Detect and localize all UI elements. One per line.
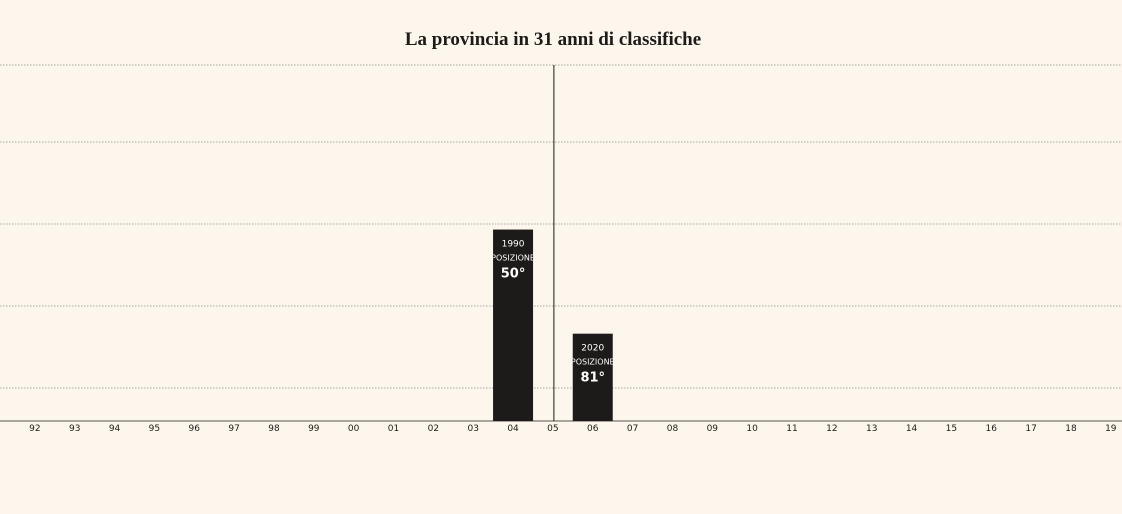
x-tick-label: 91 — [0, 424, 1, 434]
bar-group: 2020 POSIZIONE 81° — [571, 333, 615, 421]
x-tick-label: 18 — [1065, 424, 1077, 434]
x-tick-label: 08 — [667, 424, 679, 434]
x-tick-label: 93 — [69, 424, 80, 434]
bar-sub-label: POSIZIONE — [491, 254, 535, 263]
x-tick-label: 07 — [627, 424, 638, 434]
x-tick-label: 10 — [746, 424, 758, 434]
x-tick-label: 95 — [149, 424, 160, 434]
x-tick-label: 01 — [388, 424, 399, 434]
x-tick-label: 97 — [228, 424, 239, 434]
bar-group: 1990 POSIZIONE 50° — [491, 229, 535, 421]
x-tick-label: 94 — [109, 424, 121, 434]
x-tick-label: 03 — [467, 424, 478, 434]
bar-rank-label: 50° — [501, 267, 526, 282]
bar-rank-label: 81° — [580, 371, 605, 386]
x-tick-label: 00 — [348, 424, 360, 434]
chart-title: La provincia in 31 anni di classifiche — [404, 29, 702, 50]
x-tick-label: 92 — [29, 424, 40, 434]
bars: 1990 POSIZIONE 50° 2020 POSIZIONE 81° — [491, 229, 615, 421]
bar — [572, 333, 613, 421]
bar-year-label: 2020 — [581, 344, 604, 354]
grid-lines — [0, 64, 1122, 421]
x-tick-label: 14 — [906, 424, 918, 434]
x-tick-label: 96 — [189, 424, 201, 434]
x-tick-label: 98 — [268, 424, 280, 434]
x-tick-label: 09 — [707, 424, 719, 434]
x-tick-label: 12 — [826, 424, 837, 434]
x-tick-label: 06 — [587, 424, 599, 434]
x-tick-label: 05 — [547, 424, 558, 434]
bar-sub-label: POSIZIONE — [571, 358, 615, 367]
x-tick-label: 02 — [428, 424, 439, 434]
x-tick-label: 15 — [946, 424, 957, 434]
x-tick-label: 04 — [507, 424, 519, 434]
x-tick-label: 11 — [786, 424, 797, 434]
bar-year-label: 1990 — [502, 240, 525, 250]
x-tick-label: 99 — [308, 424, 320, 434]
x-tick-label: 17 — [1025, 424, 1036, 434]
x-tick-label: 13 — [866, 424, 877, 434]
x-tick-labels: 91 92 93 94 95 96 97 98 99 00 01 02 03 04 05 06 07 08 09 10… — [0, 424, 1117, 434]
x-tick-label: 16 — [986, 424, 998, 434]
bar — [493, 229, 534, 421]
x-tick-label: 19 — [1105, 424, 1117, 434]
